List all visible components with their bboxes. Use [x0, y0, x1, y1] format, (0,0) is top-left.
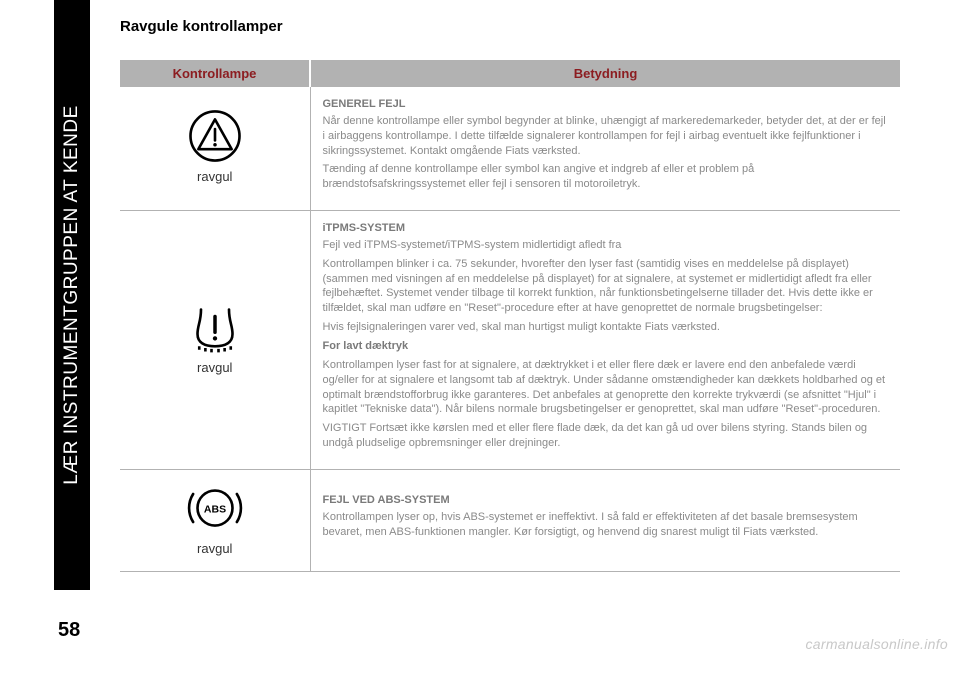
row-paragraph: Kontrollampen lyser fast for at signaler… [323, 358, 889, 417]
section-title: Ravgule kontrollamper [120, 18, 283, 35]
row-title: iTPMS-SYSTEM [323, 221, 889, 236]
table-row: ravgul GENEREL FEJL Når denne kontrollam… [120, 87, 900, 211]
lamp-icon-wrap: ABS ravgul [132, 480, 298, 558]
tpms-icon [187, 299, 243, 355]
table-header-row: Kontrollampe Betydning [120, 60, 900, 87]
chapter-tab: LÆR INSTRUMENTGRUPPEN AT KENDE [54, 0, 90, 590]
lamp-color-label: ravgul [197, 540, 232, 558]
row-paragraph: Kontrollampen lyser op, hvis ABS-systeme… [323, 510, 889, 540]
lamp-cell: ravgul [120, 211, 310, 470]
meaning-cell: FEJL VED ABS-SYSTEM Kontrollampen lyser … [310, 469, 900, 572]
manual-page: LÆR INSTRUMENTGRUPPEN AT KENDE Ravgule k… [0, 0, 960, 678]
meaning-cell: GENEREL FEJL Når denne kontrollampe elle… [310, 87, 900, 211]
meaning-cell: iTPMS-SYSTEM Fejl ved iTPMS-systemet/iTP… [310, 211, 900, 470]
lamp-color-label: ravgul [197, 359, 232, 377]
row-paragraph: Kontrollampen blinker i ca. 75 sekunder,… [323, 257, 889, 316]
col-header-meaning: Betydning [310, 60, 900, 87]
table-row: ravgul iTPMS-SYSTEM Fejl ved iTPMS-syste… [120, 211, 900, 470]
row-paragraph: Når denne kontrollampe eller symbol begy… [323, 114, 889, 159]
row-title: FEJL VED ABS-SYSTEM [323, 493, 889, 508]
lamp-color-label: ravgul [197, 168, 232, 186]
row-title: GENEREL FEJL [323, 97, 889, 112]
lamp-cell: ravgul [120, 87, 310, 211]
warning-lamp-table: Kontrollampe Betydning ravgul [120, 60, 900, 572]
table-row: ABS ravgul FEJL VED ABS-SYSTEM Kontrolla… [120, 469, 900, 572]
lamp-cell: ABS ravgul [120, 469, 310, 572]
row-paragraph: Fejl ved iTPMS-systemet/iTPMS-system mid… [323, 238, 889, 253]
row-paragraph: For lavt dæktryk [323, 339, 889, 354]
row-paragraph: Tænding af denne kontrollampe eller symb… [323, 162, 889, 192]
col-header-lamp: Kontrollampe [120, 60, 310, 87]
abs-icon: ABS [187, 480, 243, 536]
row-paragraph: VIGTIGT Fortsæt ikke kørslen med et elle… [323, 421, 889, 451]
page-number: 58 [58, 619, 80, 642]
lamp-icon-wrap: ravgul [132, 108, 298, 186]
warning-triangle-icon [187, 108, 243, 164]
chapter-tab-label: LÆR INSTRUMENTGRUPPEN AT KENDE [61, 105, 83, 485]
svg-text:ABS: ABS [204, 503, 226, 515]
lamp-icon-wrap: ravgul [132, 299, 298, 377]
row-paragraph: Hvis fejlsignaleringen varer ved, skal m… [323, 320, 889, 335]
watermark: carmanualsonline.info [806, 636, 949, 652]
